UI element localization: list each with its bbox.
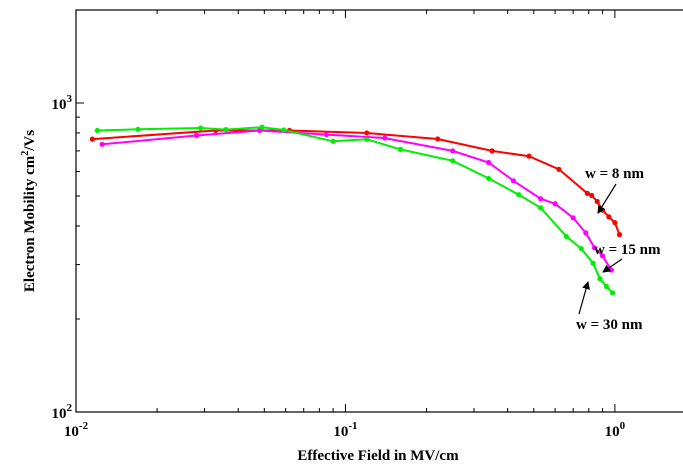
y-axis-title-tail: /Vs	[22, 130, 38, 152]
data-point	[486, 159, 492, 166]
data-point	[99, 141, 105, 147]
data-point	[556, 166, 562, 172]
data-point	[197, 125, 204, 131]
annotation-label: w = 15 nm	[594, 242, 661, 258]
data-point	[570, 215, 576, 221]
series-3	[94, 124, 616, 296]
data-point	[609, 290, 616, 296]
annotation-label: w = 8 nm	[585, 166, 644, 182]
x-axis-title: Effective Field in MV/cm	[297, 448, 459, 464]
data-point	[489, 148, 495, 154]
data-point	[323, 132, 330, 138]
data-point	[597, 276, 603, 282]
data-point	[193, 132, 200, 139]
data-point	[135, 126, 141, 132]
annotation-arrow	[578, 281, 590, 315]
y-tick-label: 103	[52, 93, 73, 113]
data-point	[89, 136, 95, 142]
data-point	[612, 220, 618, 226]
data-point	[516, 192, 522, 198]
x-tick-label: 10-1	[333, 420, 357, 440]
data-point	[583, 230, 589, 236]
x-tick-label: 100	[605, 420, 626, 440]
data-point	[510, 178, 516, 184]
data-point	[364, 130, 370, 136]
data-point	[578, 245, 584, 252]
data-point	[364, 136, 370, 142]
axis-ticks: 10-2 10-1 100 102 103	[52, 9, 626, 440]
data-point	[450, 158, 456, 164]
plot-area	[75, 9, 683, 413]
data-point	[223, 127, 229, 133]
data-point	[589, 192, 595, 199]
data-point	[486, 175, 492, 182]
data-point	[594, 198, 600, 205]
data-point	[526, 153, 532, 159]
y-tick-label: 102	[52, 402, 73, 422]
data-point	[616, 232, 623, 238]
annotation-arrow	[597, 183, 617, 214]
data-point	[94, 127, 100, 134]
data-point	[397, 146, 404, 152]
data-point	[435, 136, 441, 142]
data-point	[537, 196, 544, 202]
y-axis-title: Electron Mobility cm2/Vs	[20, 130, 38, 292]
y-axis-title-sup: 2	[20, 151, 31, 156]
data-point	[259, 124, 265, 130]
series-2	[99, 127, 614, 273]
data-point	[563, 233, 569, 240]
data-point	[450, 148, 456, 154]
annotation-layer: w = 8 nm w = 15 nm w = 30 nm	[576, 166, 661, 333]
data-point	[330, 138, 336, 144]
data-point	[599, 253, 606, 259]
data-point	[552, 201, 558, 207]
x-tick-label: 10-2	[64, 420, 89, 440]
data-point	[537, 205, 544, 211]
data-point	[281, 127, 287, 133]
data-point	[382, 135, 388, 141]
y-axis-title-main: Electron Mobility cm	[22, 155, 38, 292]
data-point	[603, 283, 609, 289]
series-1	[89, 127, 623, 238]
data-point	[606, 214, 612, 220]
data-point	[584, 190, 590, 196]
annotation-label: w = 30 nm	[576, 317, 643, 333]
series-layer	[89, 124, 623, 296]
annotation-arrow	[602, 258, 623, 273]
data-point	[590, 260, 596, 266]
data-point	[591, 245, 598, 251]
